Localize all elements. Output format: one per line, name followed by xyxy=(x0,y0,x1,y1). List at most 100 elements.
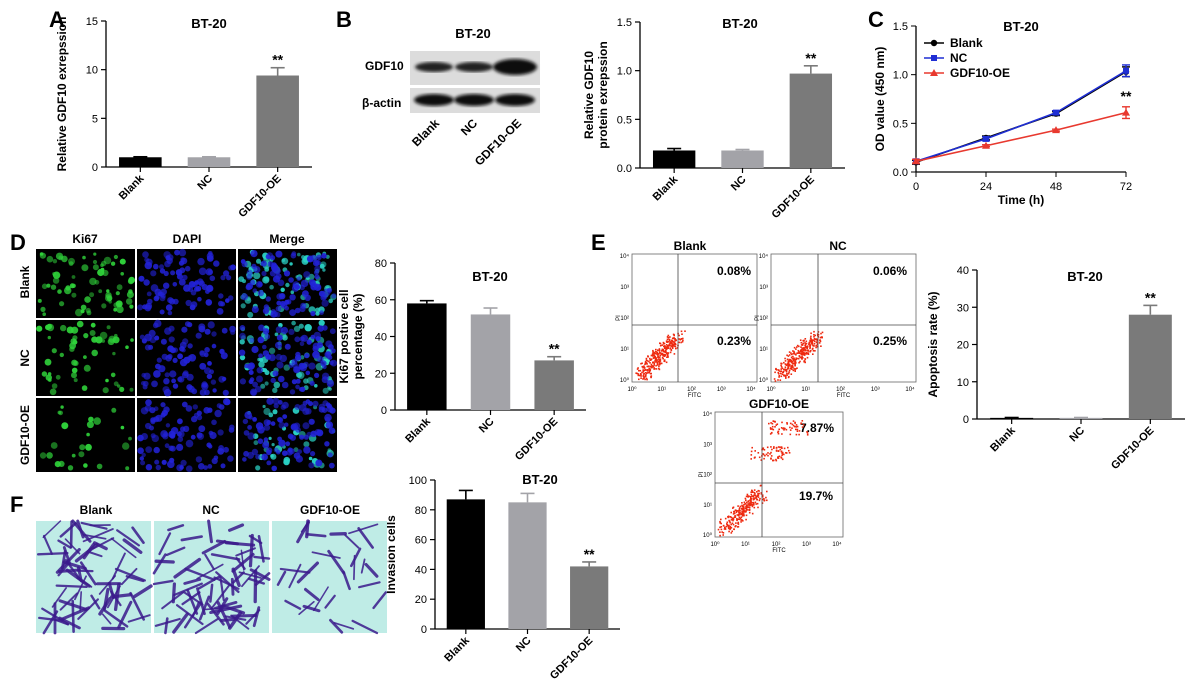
flow-event xyxy=(796,425,799,428)
cell-nucleus xyxy=(185,299,192,307)
flow-event xyxy=(738,516,741,519)
invading-cell xyxy=(38,616,64,622)
invading-cell xyxy=(219,576,225,602)
flow-event xyxy=(800,353,803,355)
flow-event xyxy=(753,506,756,509)
transwell-label-blank: Blank xyxy=(80,503,113,517)
flow-event xyxy=(752,498,755,501)
cell-nucleus xyxy=(275,273,282,280)
flow-event xyxy=(669,347,671,349)
flow-event xyxy=(738,511,740,513)
flow-event xyxy=(742,512,745,514)
cell-nucleus xyxy=(137,434,144,442)
flow-event xyxy=(720,528,723,531)
flow-event xyxy=(648,360,650,363)
flow-event xyxy=(809,350,811,353)
flow-event xyxy=(731,518,734,521)
flow-event xyxy=(737,510,739,512)
flow-event xyxy=(745,495,748,498)
flow-event xyxy=(751,504,754,506)
flow-event xyxy=(751,512,754,515)
cell-nucleus xyxy=(256,258,261,264)
flow-event xyxy=(787,366,789,368)
cell-nucleus xyxy=(288,448,295,455)
cell-nucleus xyxy=(207,321,215,329)
flow-event xyxy=(790,361,793,364)
cell-nucleus xyxy=(272,409,278,415)
cell-nucleus xyxy=(46,283,51,288)
data-point xyxy=(1052,126,1060,134)
flow-event xyxy=(720,526,723,528)
flow-event xyxy=(728,515,730,518)
cell-nucleus xyxy=(290,252,297,259)
flow-y-tick-label: 10⁴ xyxy=(620,253,630,260)
flow-event xyxy=(744,497,747,500)
cell-nucleus xyxy=(270,454,274,458)
cell-nucleus xyxy=(300,302,307,309)
invading-cell xyxy=(64,538,81,555)
cell-nucleus xyxy=(229,424,235,430)
flow-event xyxy=(719,526,721,529)
flow-event xyxy=(777,430,780,433)
flow-event xyxy=(660,353,662,356)
cell-nucleus xyxy=(171,378,177,384)
cell-nucleus xyxy=(289,434,296,441)
flow-event xyxy=(644,375,647,377)
cell-nucleus xyxy=(147,298,153,305)
legend-marker xyxy=(930,69,938,76)
invading-cell xyxy=(311,551,341,559)
flow-event xyxy=(802,424,805,426)
flow-event xyxy=(651,366,653,369)
flow-event xyxy=(662,350,665,353)
y-tick-label: 60 xyxy=(415,535,427,547)
cell-nucleus xyxy=(99,331,108,340)
flow-event xyxy=(745,508,748,511)
flow-event xyxy=(803,348,806,350)
cell-nucleus xyxy=(252,417,257,422)
flow-event xyxy=(659,354,661,357)
cell-nucleus xyxy=(266,420,272,425)
legend-label: NC xyxy=(950,51,968,65)
flow-event xyxy=(669,345,671,347)
flow-event xyxy=(813,336,815,338)
flow-event xyxy=(654,358,657,360)
flow-event xyxy=(672,343,675,346)
invading-cell xyxy=(80,521,108,530)
cell-nucleus xyxy=(319,310,324,315)
cell-nucleus xyxy=(177,436,184,443)
flow-event xyxy=(643,365,645,367)
flow-event xyxy=(775,458,777,461)
invading-cell xyxy=(42,520,62,539)
flow-event xyxy=(652,365,655,367)
cell-nucleus xyxy=(299,341,305,347)
flow-event xyxy=(730,519,733,521)
flow-event xyxy=(814,350,816,352)
flow-event xyxy=(806,432,809,434)
flow-event xyxy=(723,528,726,530)
y-tick-label: 10 xyxy=(86,65,98,77)
y-tick-label: 20 xyxy=(415,594,427,606)
cell-nucleus xyxy=(71,367,78,374)
cell-nucleus xyxy=(166,257,173,264)
flow-event xyxy=(750,458,752,460)
flow-event xyxy=(642,371,645,373)
flow-event xyxy=(745,499,747,502)
invading-cell xyxy=(113,582,121,612)
flow-event xyxy=(750,454,753,456)
cell-nucleus xyxy=(320,294,327,301)
cell-nucleus xyxy=(176,273,183,280)
flow-event xyxy=(806,431,808,433)
invading-cell xyxy=(62,546,71,565)
cell-nucleus xyxy=(180,257,188,265)
flow-event xyxy=(673,342,675,344)
cell-nucleus xyxy=(187,343,193,349)
flow-event xyxy=(780,362,782,365)
cell-nucleus xyxy=(172,357,178,363)
invading-cell xyxy=(42,534,53,555)
flow-event xyxy=(780,446,783,448)
merge-column-label: Merge xyxy=(269,232,305,246)
cell-nucleus xyxy=(308,401,313,407)
flow-event xyxy=(717,528,720,531)
flow-event xyxy=(746,505,749,507)
flow-x-tick-label: 10³ xyxy=(717,387,726,393)
